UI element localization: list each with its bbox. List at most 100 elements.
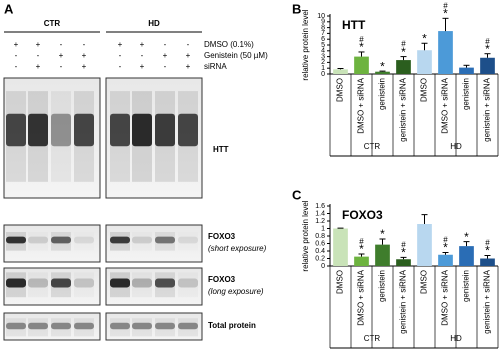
bar <box>438 254 453 266</box>
blot-band <box>51 278 71 288</box>
y-tick-label: 0 <box>321 71 325 78</box>
sign: + <box>36 40 41 49</box>
significance-marker: * <box>443 241 448 255</box>
y-tick-label: 5 <box>321 42 325 49</box>
y-tick-label: 0 <box>321 263 325 270</box>
blot-smear <box>6 318 26 337</box>
sign: - <box>37 51 40 60</box>
blot-band <box>132 236 152 244</box>
condition-label: siRNA <box>204 62 227 71</box>
blot-band <box>178 113 198 147</box>
blot-band <box>74 278 94 288</box>
bar <box>354 256 369 266</box>
blot-box <box>105 224 203 263</box>
significance-marker: # <box>359 237 364 246</box>
x-tick-label: genistein + siRNA <box>399 77 408 141</box>
significance-marker: # <box>359 35 364 44</box>
bar <box>375 71 390 74</box>
y-tick-label: 2 <box>321 59 325 66</box>
sign: + <box>186 51 191 60</box>
sign: - <box>119 51 122 60</box>
blot-smear <box>51 91 71 182</box>
blot-band <box>110 322 130 330</box>
blot-band <box>155 278 175 288</box>
y-tick-label: 9 <box>321 19 325 26</box>
blot-band <box>178 322 198 330</box>
significance-marker: # <box>401 40 406 49</box>
chart-title: FOXO3 <box>342 208 383 222</box>
bar <box>438 31 453 74</box>
x-tick-label: genistein <box>378 270 387 302</box>
blot-band <box>28 278 48 288</box>
group-label: HD <box>450 142 462 151</box>
sign: + <box>186 62 191 71</box>
bar <box>417 224 432 266</box>
x-tick-label: genistein <box>462 270 471 302</box>
blot-band <box>51 322 71 330</box>
sign: + <box>118 40 123 49</box>
blot-box <box>3 312 101 341</box>
y-tick-label: 1.4 <box>315 210 325 217</box>
sign: + <box>140 62 145 71</box>
bar <box>480 258 495 266</box>
x-tick-label: DMSO + siRNA <box>441 269 450 325</box>
blot-band <box>6 236 26 244</box>
blot-band <box>51 236 71 244</box>
group-label: CTR <box>364 142 381 151</box>
significance-marker: * <box>380 227 385 241</box>
blot-band <box>51 113 71 147</box>
blot-smear <box>74 318 94 337</box>
sign: - <box>15 51 18 60</box>
sign: + <box>163 51 168 60</box>
blot-label: Total protein <box>208 321 256 330</box>
y-tick-label: 6 <box>321 36 325 43</box>
sign: - <box>15 62 18 71</box>
blot-box <box>3 224 101 263</box>
y-tick-label: 4 <box>321 48 325 55</box>
y-tick-label: 1.6 <box>315 203 325 210</box>
significance-marker: * <box>401 45 406 59</box>
x-tick-label: genistein + siRNA <box>399 269 408 333</box>
x-tick-label: DMSO + siRNA <box>357 269 366 325</box>
significance-marker: * <box>485 42 490 56</box>
panel-label: A <box>4 1 14 16</box>
sign: - <box>141 51 144 60</box>
x-tick-label: genistein + siRNA <box>483 269 492 333</box>
group-label: HD <box>148 19 160 28</box>
blot-band <box>132 113 152 147</box>
blot-band <box>110 113 130 147</box>
significance-marker: * <box>464 230 469 244</box>
sign: - <box>83 40 86 49</box>
blot-band <box>110 278 130 288</box>
condition-label: DMSO (0.1%) <box>204 40 254 49</box>
blot-band <box>28 322 48 330</box>
panel-label: C <box>292 187 302 202</box>
significance-marker: * <box>359 242 364 256</box>
x-tick-label: DMSO <box>336 270 345 294</box>
y-tick-label: 0.8 <box>315 233 325 240</box>
blot-band <box>74 113 94 147</box>
blot-smear <box>110 318 130 337</box>
sign: + <box>140 40 145 49</box>
blot-band <box>6 113 26 147</box>
blot-band <box>110 236 130 244</box>
blot-note: (long exposure) <box>208 287 264 296</box>
y-tick-label: 0.4 <box>315 248 325 255</box>
blot-band <box>178 236 198 244</box>
blot-label: HTT <box>213 145 229 154</box>
y-tick-label: 0.6 <box>315 240 325 247</box>
blot-smear <box>132 318 152 337</box>
blot-band <box>155 113 175 147</box>
y-axis-label: relative protein level <box>301 9 310 80</box>
sign: + <box>82 62 87 71</box>
x-tick-label: DMSO + siRNA <box>441 77 450 133</box>
y-tick-label: 8 <box>321 24 325 31</box>
y-axis-label: relative protein level <box>301 200 310 271</box>
x-tick-label: DMSO <box>336 78 345 102</box>
blot-box <box>105 312 203 341</box>
group-label: HD <box>450 334 462 343</box>
significance-marker: * <box>485 244 490 258</box>
x-tick-label: DMSO + siRNA <box>357 77 366 133</box>
x-tick-label: genistein <box>462 78 471 110</box>
